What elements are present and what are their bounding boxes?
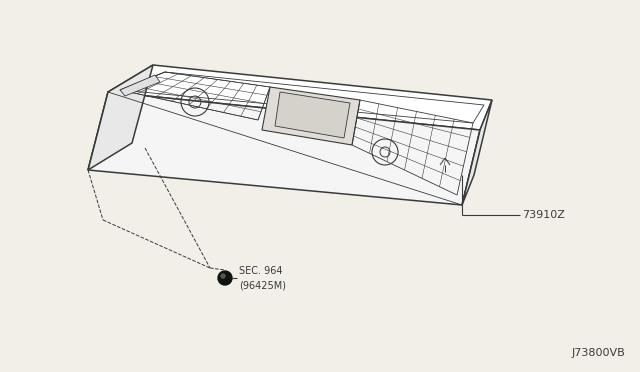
Circle shape <box>218 271 232 285</box>
Polygon shape <box>462 100 492 205</box>
Polygon shape <box>108 65 492 130</box>
Polygon shape <box>88 92 480 205</box>
Polygon shape <box>88 65 153 170</box>
Polygon shape <box>275 92 350 138</box>
Polygon shape <box>262 87 360 145</box>
Polygon shape <box>120 75 160 96</box>
Text: J73800VB: J73800VB <box>572 348 625 358</box>
Text: 73910Z: 73910Z <box>522 210 565 220</box>
Text: SEC. 964: SEC. 964 <box>239 266 282 276</box>
Circle shape <box>221 274 225 278</box>
Text: (96425M): (96425M) <box>239 280 286 290</box>
